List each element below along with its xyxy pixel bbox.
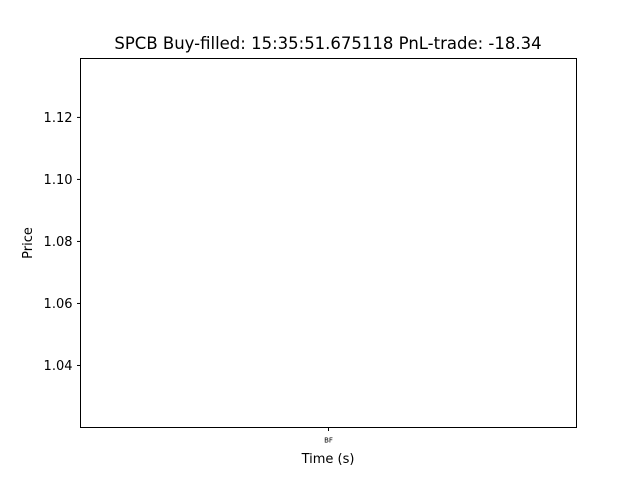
y-axis-ticks: 1.04 1.06 1.08 1.10 1.12 xyxy=(44,111,81,374)
y-tick-label: 1.04 xyxy=(44,359,73,374)
y-tick-label: 1.06 xyxy=(44,297,73,312)
x-axis-ticks: BF xyxy=(324,427,333,445)
x-tick-label: BF xyxy=(324,437,333,445)
plot-area xyxy=(80,58,577,428)
y-tick-label: 1.12 xyxy=(44,111,73,126)
y-axis-label: Price xyxy=(21,227,36,259)
x-axis-label: Time (s) xyxy=(301,452,355,467)
chart-title: SPCB Buy-filled: 15:35:51.675118 PnL-tra… xyxy=(114,34,541,53)
y-tick-label: 1.10 xyxy=(44,173,73,188)
y-tick-label: 1.08 xyxy=(44,235,73,250)
